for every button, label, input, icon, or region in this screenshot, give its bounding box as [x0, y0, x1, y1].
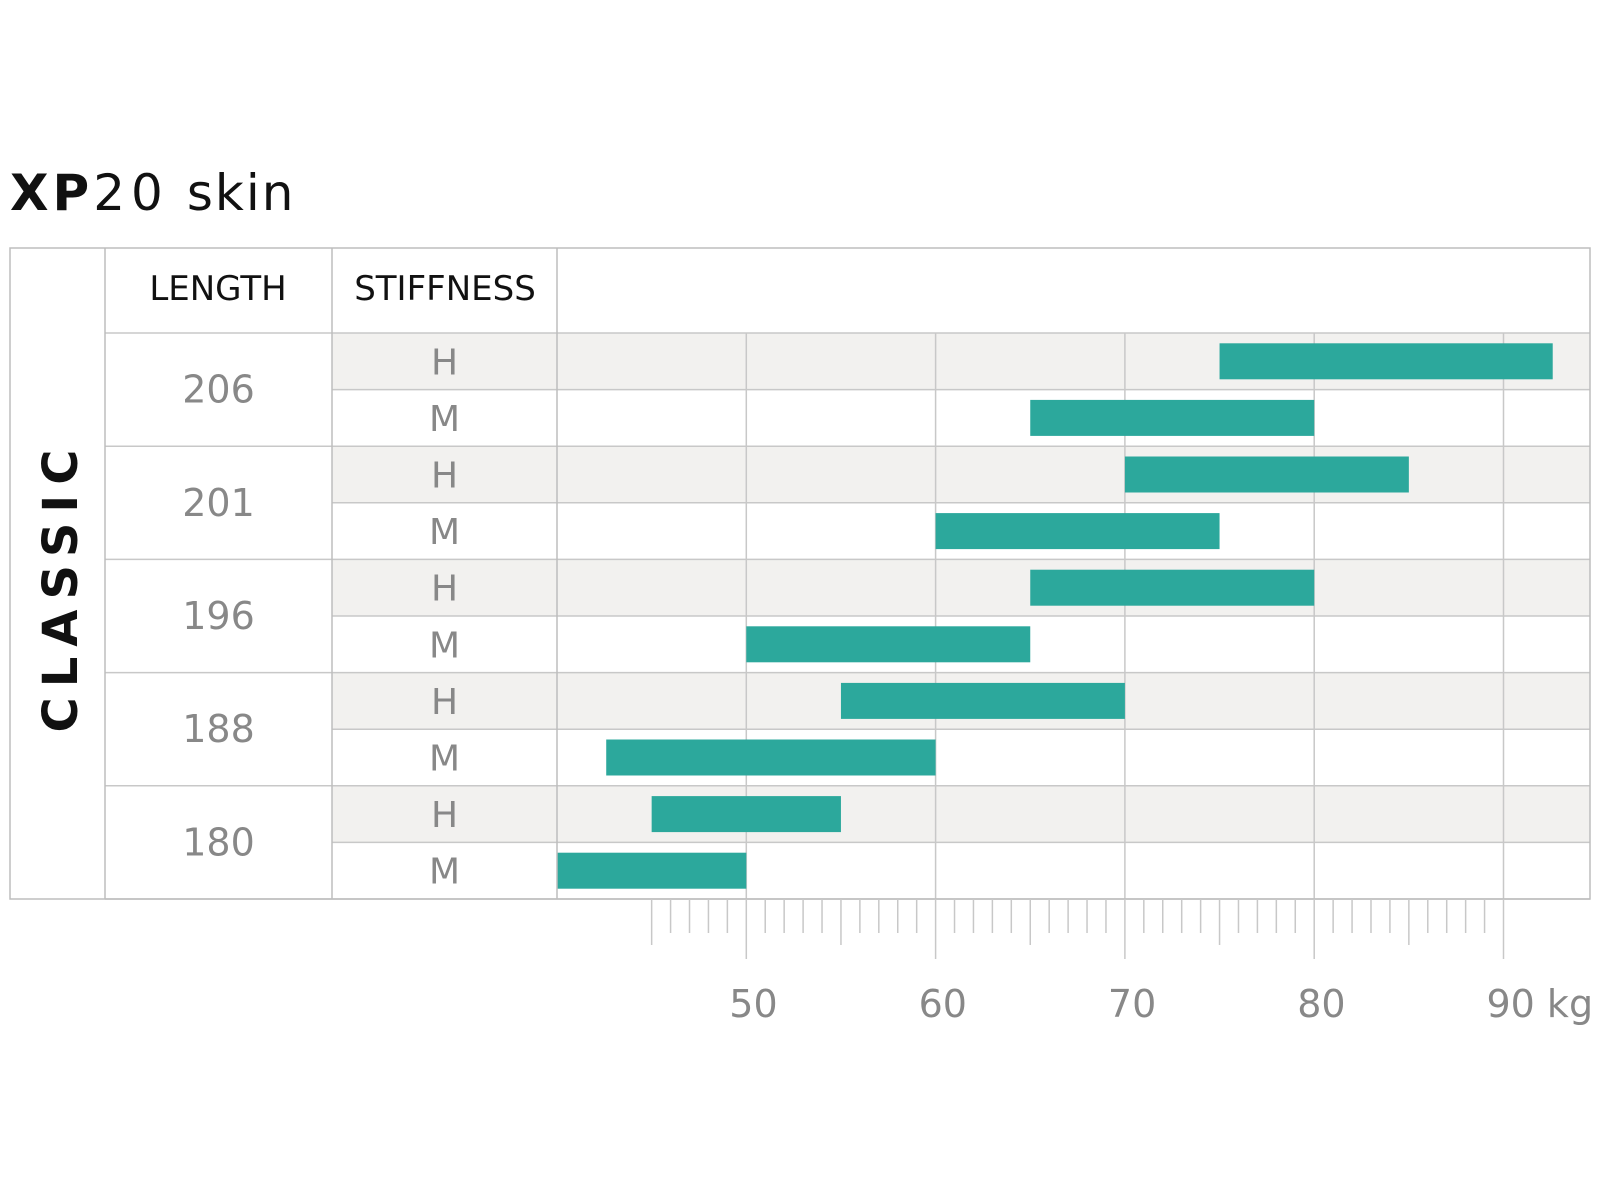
- title-model-number: 20: [93, 164, 169, 222]
- length-label-206: 206: [182, 368, 255, 412]
- stiffness-label-196-H: H: [431, 569, 458, 610]
- row-backgrounds: [332, 333, 1590, 843]
- group-label-classic: CLASSIC: [33, 439, 89, 732]
- table-frame: [9, 247, 1591, 900]
- bar-206-H: [1219, 343, 1553, 380]
- stiffness-label-201-M: M: [429, 512, 460, 553]
- stiffness-label-206-M: M: [429, 399, 460, 440]
- length-label-188: 188: [182, 707, 255, 751]
- stiffness-label-188-M: M: [429, 739, 460, 780]
- tick-label: 70: [1108, 982, 1156, 1026]
- bar-196-M: [746, 626, 1031, 663]
- title-variant: skin: [186, 164, 296, 222]
- header-length: LENGTH: [149, 269, 286, 309]
- title-brand: XP: [10, 164, 94, 222]
- stiffness-label-180-M: M: [429, 852, 460, 893]
- tick-label: 60: [919, 982, 967, 1026]
- stiffness-label-206-H: H: [431, 342, 458, 383]
- bar-206-M: [1030, 399, 1315, 436]
- header-stiffness: STIFFNESS: [354, 269, 536, 309]
- chart-title: XP20 skin: [10, 158, 295, 228]
- tick-label: 80: [1297, 982, 1345, 1026]
- weight-range-bars: [557, 343, 1553, 889]
- bar-201-M: [935, 513, 1220, 550]
- bar-196-H: [1030, 569, 1315, 606]
- bar-180-M: [557, 852, 747, 889]
- bar-188-H: [840, 682, 1125, 719]
- tick-label: 50: [729, 982, 777, 1026]
- bar-201-H: [1124, 456, 1409, 493]
- stiffness-label-201-H: H: [431, 456, 458, 497]
- x-axis: 50 60 70 80 90 kg: [650, 899, 1594, 1026]
- length-label-196: 196: [182, 594, 255, 638]
- stiffness-label-196-M: M: [429, 625, 460, 666]
- stiffness-label-188-H: H: [431, 682, 458, 723]
- bar-188-M: [606, 739, 936, 776]
- length-label-180: 180: [182, 820, 255, 864]
- bar-180-H: [651, 796, 841, 833]
- row-shade: [332, 785, 1590, 843]
- length-label-201: 201: [182, 481, 255, 525]
- outer-border: [9, 247, 1591, 900]
- row-shade: [332, 559, 1590, 616]
- tick-label: 90 kg: [1487, 982, 1594, 1026]
- stiffness-label-180-H: H: [431, 795, 458, 836]
